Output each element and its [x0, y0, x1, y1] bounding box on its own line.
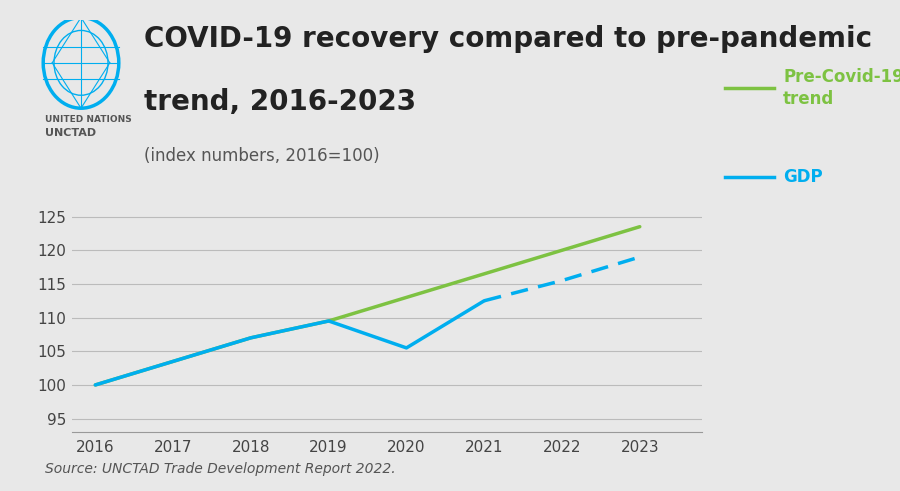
Text: UNITED NATIONS: UNITED NATIONS [45, 115, 131, 124]
Text: UNCTAD: UNCTAD [45, 128, 96, 137]
Text: (index numbers, 2016=100): (index numbers, 2016=100) [144, 147, 380, 165]
Text: GDP: GDP [783, 168, 823, 186]
Text: COVID-19 recovery compared to pre-pandemic: COVID-19 recovery compared to pre-pandem… [144, 25, 872, 53]
Text: trend, 2016-2023: trend, 2016-2023 [144, 88, 416, 116]
Text: Pre-Covid-19
trend: Pre-Covid-19 trend [783, 68, 900, 109]
Text: Source: UNCTAD Trade Development Report 2022.: Source: UNCTAD Trade Development Report … [45, 462, 396, 476]
